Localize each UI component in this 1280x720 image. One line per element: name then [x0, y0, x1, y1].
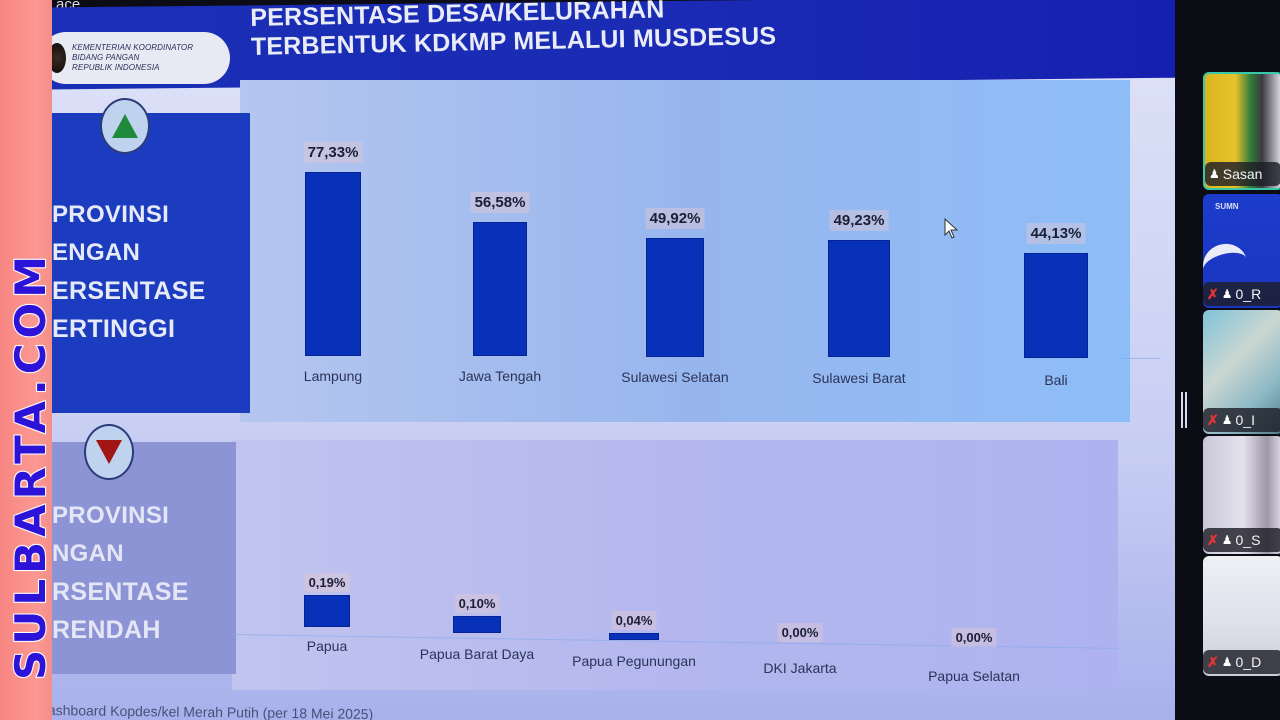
person-pin-icon: ♟ — [1209, 167, 1220, 181]
category-label: Sulawesi Selatan — [621, 369, 729, 385]
org-line-3: REPUBLIK INDONESIA — [72, 63, 160, 72]
garuda-logo-icon — [48, 43, 66, 73]
bottom-label-line-3: RSENTASE — [52, 578, 189, 606]
data-label: 56,58% — [470, 192, 530, 213]
triangle-down-icon — [96, 440, 122, 464]
data-label: 0,10% — [454, 594, 500, 613]
highest-badge — [100, 98, 150, 154]
bar-jawa-tengah — [473, 222, 527, 356]
data-label: 0,00% — [777, 623, 823, 642]
data-label: 49,23% — [829, 210, 889, 231]
mic-muted-icon: ✗ — [1207, 285, 1219, 302]
watermark-band: SULBARTA.COM — [0, 0, 56, 720]
participant-name: 0_I — [1235, 412, 1255, 428]
participant-brand-logo: SUMN — [1215, 202, 1239, 211]
participant-name: 0_R — [1235, 286, 1262, 302]
participant-name-tag: ✗ ♟ 0_R — [1203, 282, 1280, 306]
bottom-section-label-panel — [50, 442, 236, 674]
bottom-label-line-1: PROVINSI — [52, 502, 170, 529]
bar-papua-pegunungan — [609, 633, 659, 640]
category-label: Papua Pegunungan — [572, 653, 696, 669]
data-label: 0,00% — [951, 628, 997, 647]
top-section-label: PROVINSI ENGAN ERSENTASE ERTINGGI — [52, 196, 206, 348]
mic-muted-icon: ✗ — [1207, 653, 1219, 670]
participant-name-tag: ♟ Sasan — [1205, 162, 1280, 186]
participant-name-tag: ✗ ♟ 0_D — [1203, 650, 1280, 674]
category-label: Jawa Tengah — [458, 368, 542, 384]
data-label: 0,04% — [611, 611, 657, 630]
person-pin-icon: ♟ — [1221, 533, 1233, 547]
category-label: Bali — [1044, 372, 1068, 388]
lowest-badge — [84, 424, 134, 480]
bottom-label-line-4: RENDAH — [52, 616, 161, 644]
category-label: Lampung — [303, 368, 363, 384]
data-label: 77,33% — [303, 142, 363, 163]
participant-tile[interactable]: SUMN ✗ ♟ 0_R — [1203, 194, 1280, 308]
participant-name-tag: ✗ ♟ 0_S — [1203, 528, 1280, 552]
top-label-line-4: ERTINGGI — [52, 315, 176, 343]
bar-bali — [1024, 253, 1088, 358]
bottom-section-label: PROVINSI NGAN RSENTASE RENDAH — [52, 497, 189, 649]
category-label: Sulawesi Barat — [812, 370, 906, 386]
participant-tile[interactable]: ✗ ♟ 0_I — [1203, 310, 1280, 434]
participant-name-tag: ✗ ♟ 0_I — [1203, 408, 1280, 432]
mic-muted-icon: ✗ — [1207, 411, 1219, 428]
person-pin-icon: ♟ — [1221, 413, 1233, 427]
org-line-2: BIDANG PANGAN — [72, 53, 140, 62]
top-label-line-1: PROVINSI — [52, 201, 170, 228]
presentation-slide: ace KEMENTERIAN KOORDINATOR BIDANG PANGA… — [0, 0, 1175, 720]
participant-tile[interactable]: ✗ ♟ 0_S — [1203, 436, 1280, 554]
participant-name: 0_S — [1235, 532, 1261, 548]
watermark-text: SULBARTA.COM — [5, 250, 56, 681]
bar-sulawesi-barat — [828, 240, 890, 357]
category-label: Papua — [306, 638, 348, 654]
bottom-label-line-2: NGAN — [52, 540, 124, 567]
org-name: KEMENTERIAN KOORDINATOR BIDANG PANGAN RE… — [72, 43, 193, 73]
resize-handle[interactable] — [1181, 392, 1189, 428]
top-label-line-3: ERSENTASE — [52, 277, 206, 305]
mic-muted-icon: ✗ — [1207, 531, 1219, 548]
data-label: 49,92% — [645, 208, 705, 229]
triangle-up-icon — [112, 114, 138, 138]
bar-papua — [304, 595, 350, 627]
category-label: DKI Jakarta — [763, 660, 837, 676]
person-pin-icon: ♟ — [1221, 287, 1233, 301]
top-label-line-2: ENGAN — [52, 239, 141, 266]
bar-lampung — [305, 172, 361, 356]
participant-tile[interactable]: ✗ ♟ 0_D — [1203, 556, 1280, 676]
org-line-1: KEMENTERIAN KOORDINATOR — [72, 43, 194, 52]
data-label: 44,13% — [1026, 223, 1086, 244]
divider-line — [1120, 358, 1160, 359]
participant-name: 0_D — [1235, 654, 1262, 670]
category-label: Papua Barat Daya — [419, 646, 535, 662]
bar-papua-barat-daya — [453, 616, 501, 633]
org-badge: KEMENTERIAN KOORDINATOR BIDANG PANGAN RE… — [40, 32, 230, 84]
category-label: Papua Selatan — [928, 668, 1020, 684]
person-pin-icon: ♟ — [1221, 655, 1233, 669]
data-source-caption: ashboard Kopdes/kel Merah Putih (per 18 … — [47, 702, 374, 720]
data-label: 0,19% — [304, 573, 350, 592]
bottom-chart-panel — [232, 440, 1118, 690]
participant-tile[interactable]: ♟ Sasan — [1203, 72, 1280, 190]
participant-name: Sasan — [1222, 166, 1263, 182]
top-section-label-panel — [50, 113, 250, 413]
bar-sulawesi-selatan — [646, 238, 704, 357]
